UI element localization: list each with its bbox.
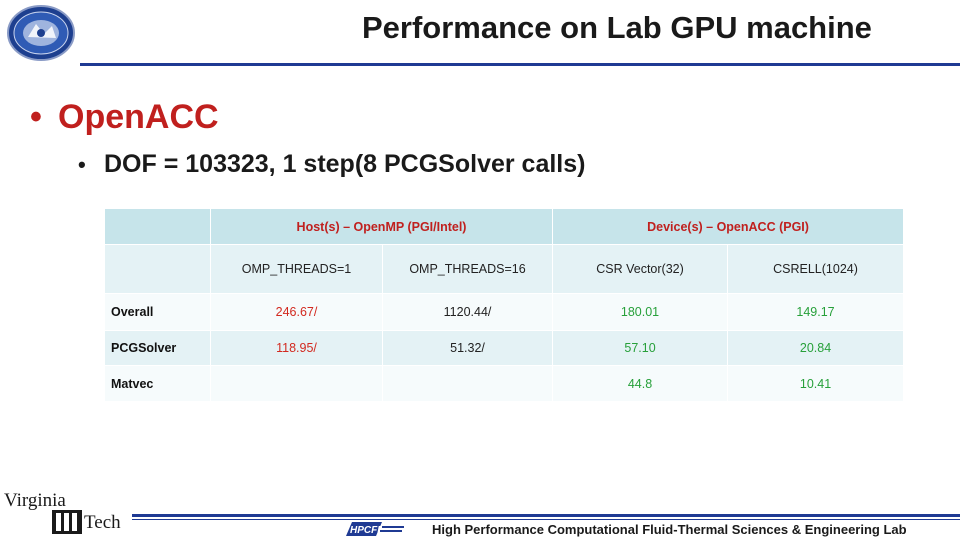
hpcfd-lab-logo: HPCFD [346,522,404,536]
table-header-row: Host(s) – OpenMP (PGI/Intel) Device(s) –… [104,208,905,245]
hpcfd-logo-text: HPCFD [350,525,384,536]
subheader-csrell: CSRELL(1024) [727,244,905,294]
bullet-openacc: • OpenACC [30,98,219,137]
title-divider [80,63,960,66]
footer-divider [132,514,960,517]
host-group-header: Host(s) – OpenMP (PGI/Intel) [209,208,554,245]
table-cell: 149.17 [727,293,905,331]
footer-lab-name: High Performance Computational Fluid-The… [432,522,907,537]
bullet-dof-label: DOF = 103323, 1 step(8 PCGSolver calls) [104,150,586,178]
subheader-omp1: OMP_THREADS=1 [210,244,383,294]
subheader-csr-vector: CSR Vector(32) [552,244,729,294]
bullet-openacc-label: OpenACC [58,98,219,136]
page-title: Performance on Lab GPU machine [362,10,872,45]
table-cell: 246.67/ [210,293,383,331]
footer-divider-thin [132,519,960,520]
subheader-omp16: OMP_THREADS=16 [381,244,554,294]
table-cell: 118.95/ [210,330,383,366]
bullet-dot-icon: • [30,98,42,136]
table-row: Matvec 44.8 10.41 [104,365,905,402]
bullet-dot-icon: • [78,152,86,177]
row-label-pcgsolver: PCGSolver [104,330,211,366]
performance-table: Host(s) – OpenMP (PGI/Intel) Device(s) –… [104,208,905,402]
table-corner-cell [104,208,211,245]
table-cell: 20.84 [727,330,905,366]
table-cell: 180.01 [552,293,729,331]
table-row: Overall 246.67/ 1120.44/ 180.01 149.17 [104,293,905,331]
row-label-overall: Overall [104,293,211,331]
device-group-header: Device(s) – OpenACC (PGI) [552,208,905,245]
row-label-matvec: Matvec [104,365,211,402]
table-cell: 10.41 [727,365,905,402]
vt-logo-line2: Tech [84,512,121,533]
virginia-tech-logo: Virginia Tech [4,490,121,534]
table-cell: 1120.44/ [381,293,554,331]
bullet-dof: • DOF = 103323, 1 step(8 PCGSolver calls) [78,150,585,179]
table-cell: 51.32/ [381,330,554,366]
subheader-empty-cell [104,244,211,294]
university-seal-logo [7,5,75,61]
table-cell [381,365,554,402]
vt-logo-line1: Virginia [4,490,66,511]
table-cell: 44.8 [552,365,729,402]
table-cell [210,365,383,402]
table-row: PCGSolver 118.95/ 51.32/ 57.10 20.84 [104,330,905,366]
table-subheader-row: OMP_THREADS=1 OMP_THREADS=16 CSR Vector(… [104,244,905,294]
table-cell: 57.10 [552,330,729,366]
